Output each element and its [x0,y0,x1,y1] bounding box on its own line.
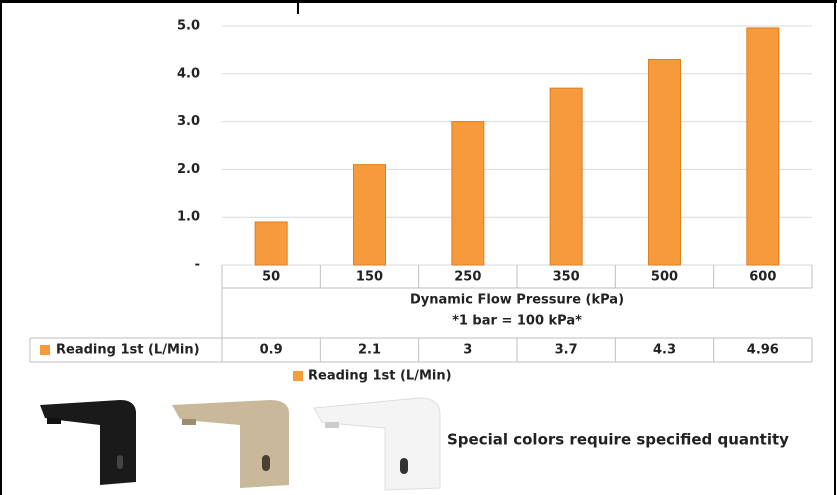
table-value: 4.96 [747,343,779,358]
y-tick-label: 2.0 [177,162,200,177]
bar [353,164,386,266]
x-tick-label: 600 [749,270,776,285]
table-value: 2.1 [358,343,381,358]
bar [746,27,780,266]
bar [549,87,583,266]
legend-label: Reading 1st (L/Min) [308,369,452,384]
x-tick-label: 500 [651,270,678,285]
table-value: 4.3 [653,343,676,358]
table-legend-key [40,345,50,355]
table-value: 0.9 [260,343,283,358]
table-series-name: Reading 1st (L/Min) [56,343,200,358]
y-tick-label: 3.0 [177,114,200,129]
x-axis-title: Dynamic Flow Pressure (kPa) [410,293,624,308]
faucet-white [313,397,441,491]
note-text: Special colors require specified quantit… [447,431,789,449]
bar [648,58,681,266]
bar [451,121,485,266]
y-tick-label: - [195,258,200,273]
legend-key[interactable] [293,371,303,381]
y-tick-label: 4.0 [177,66,200,81]
x-tick-label: 150 [356,270,383,285]
faucet-gold [172,400,289,488]
bar [254,221,288,266]
y-tick-label: 1.0 [177,210,200,225]
x-tick-label: 350 [553,270,580,285]
y-tick-label: 5.0 [177,19,200,34]
table-value: 3.7 [555,343,578,358]
faucet-black [40,400,136,485]
table-value: 3 [463,343,472,358]
x-axis-subtitle: *1 bar = 100 kPa* [452,314,582,329]
x-tick-label: 250 [454,270,481,285]
x-tick-label: 50 [262,270,280,285]
